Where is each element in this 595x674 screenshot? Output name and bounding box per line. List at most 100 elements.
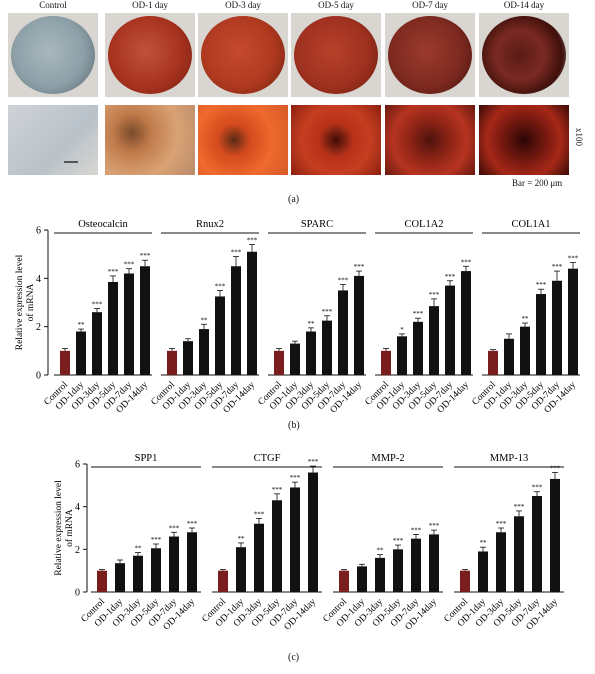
bar xyxy=(514,516,524,592)
group-title: MMP-2 xyxy=(371,453,404,464)
group-title: COL1A2 xyxy=(404,219,443,230)
bar xyxy=(354,276,364,375)
significance-label: *** xyxy=(413,310,424,318)
panel-a-letter: (a) xyxy=(288,194,299,205)
bar xyxy=(504,339,514,375)
y-axis-label: Relative expression levelof mRNA xyxy=(54,480,75,576)
significance-label: *** xyxy=(140,252,151,260)
bar xyxy=(375,558,385,592)
bar xyxy=(254,524,264,592)
significance-label: ** xyxy=(480,539,488,547)
significance-label: *** xyxy=(108,268,119,276)
significance-label: *** xyxy=(354,263,365,271)
bar xyxy=(187,532,197,592)
plate-photo-od3 xyxy=(198,13,288,97)
micrograph-od14 xyxy=(479,105,569,175)
bar xyxy=(247,252,257,375)
significance-label: *** xyxy=(552,263,563,271)
y-tick-label: 2 xyxy=(75,545,80,556)
y-tick-label: 0 xyxy=(75,588,80,599)
y-tick-label: 4 xyxy=(75,502,80,513)
column-label-od1: OD-1 day xyxy=(105,0,195,10)
y-tick-label: 4 xyxy=(36,274,41,285)
bar xyxy=(550,479,560,592)
bar xyxy=(429,306,439,375)
plate-photo-od7 xyxy=(385,13,475,97)
significance-label: *** xyxy=(429,522,440,530)
significance-label: *** xyxy=(169,524,180,532)
bar xyxy=(167,351,177,375)
panel-b-letter: (b) xyxy=(288,420,300,431)
group-title: COL1A1 xyxy=(511,219,550,230)
chart-panel-b: 0 2 4 6 Relative expression levelof mRNA Oste… xyxy=(0,210,595,420)
bar xyxy=(92,312,102,375)
significance-label: *** xyxy=(393,537,404,545)
significance-label: ** xyxy=(308,320,316,328)
group-title: MMP-13 xyxy=(490,453,529,464)
micrograph-od1 xyxy=(105,105,195,175)
column-label-od7: OD-7 day xyxy=(385,0,475,10)
bar xyxy=(338,290,348,375)
bar xyxy=(151,548,161,592)
column-label-od14: OD-14 day xyxy=(479,0,569,10)
bar xyxy=(215,296,225,375)
significance-label: *** xyxy=(247,237,258,245)
bar xyxy=(183,341,193,375)
y-axis-label: Relative expression levelof mRNA xyxy=(15,254,36,350)
significance-label: *** xyxy=(532,484,543,492)
significance-label: *** xyxy=(496,520,507,528)
significance-label: ** xyxy=(238,535,246,543)
significance-label: *** xyxy=(568,255,579,263)
significance-label: ** xyxy=(522,315,530,323)
bar xyxy=(339,571,349,592)
significance-label: ** xyxy=(377,547,385,555)
significance-label: *** xyxy=(536,281,547,289)
bar xyxy=(536,294,546,375)
significance-label: *** xyxy=(124,261,135,269)
bar xyxy=(290,487,300,592)
significance-label: *** xyxy=(429,291,440,299)
significance-label: ** xyxy=(78,321,86,329)
column-label-control: Control xyxy=(8,0,98,10)
micrograph-control xyxy=(8,105,98,175)
significance-label: *** xyxy=(338,276,349,284)
significance-label: *** xyxy=(151,536,162,544)
bar xyxy=(290,344,300,375)
bar xyxy=(381,351,391,375)
significance-label: *** xyxy=(215,282,226,290)
bar xyxy=(108,282,118,375)
bar xyxy=(445,286,455,375)
significance-label: * xyxy=(400,326,404,334)
group-title: Rnux2 xyxy=(196,219,224,230)
significance-label: *** xyxy=(92,301,103,309)
significance-label: ** xyxy=(201,316,209,324)
y-tick-label: 0 xyxy=(36,371,41,382)
significance-label: *** xyxy=(461,258,472,266)
significance-label: *** xyxy=(322,308,333,316)
bar xyxy=(357,566,367,592)
bar xyxy=(231,266,241,375)
plate-photo-od14 xyxy=(479,13,569,97)
significance-label: *** xyxy=(290,474,301,482)
bar xyxy=(460,571,470,592)
group-title: CTGF xyxy=(254,453,281,464)
y-tick-label: 6 xyxy=(75,460,80,471)
y-tick-label: 2 xyxy=(36,322,41,333)
bar xyxy=(552,281,562,375)
bar xyxy=(461,271,471,375)
bar xyxy=(140,266,150,375)
micrograph-od5 xyxy=(291,105,381,175)
plate-photo-control xyxy=(8,13,98,97)
significance-label: *** xyxy=(308,458,319,466)
bar xyxy=(169,537,179,592)
significance-label: *** xyxy=(411,526,422,534)
significance-label: *** xyxy=(445,273,456,281)
plate-photo-od5 xyxy=(291,13,381,97)
bar xyxy=(124,274,134,376)
group-title: SPARC xyxy=(301,219,333,230)
significance-label: *** xyxy=(231,249,242,257)
bar xyxy=(478,551,488,592)
significance-label: *** xyxy=(550,465,561,473)
bar xyxy=(413,322,423,375)
